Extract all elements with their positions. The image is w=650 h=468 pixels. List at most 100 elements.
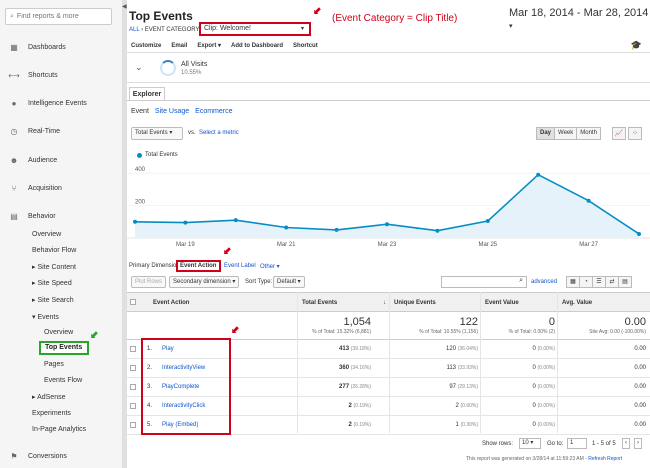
crumb-all-link[interactable]: ALL — [129, 27, 140, 33]
event-action-link[interactable]: Play — [162, 346, 174, 352]
refresh-report-link[interactable]: Refresh Report — [588, 456, 623, 462]
data-point[interactable] — [485, 218, 490, 223]
sidebar-item-dashboards[interactable]: ▦ Dashboards — [0, 40, 122, 54]
graduation-cap-icon[interactable]: 🎓 — [630, 40, 642, 50]
secondary-dimension-select[interactable]: Secondary dimension ▾ — [169, 276, 240, 288]
show-rows-select[interactable]: 10 ▾ — [519, 438, 541, 449]
line-chart-icon[interactable]: 📈 — [612, 127, 626, 140]
row-checkbox[interactable] — [130, 422, 136, 428]
header-unique-events[interactable]: Unique Events — [394, 300, 436, 306]
prev-page-button[interactable]: ‹ — [622, 438, 630, 449]
event-action-link[interactable]: InteractivityClick — [162, 403, 206, 409]
red-arrow-icon: ⬋ — [223, 246, 232, 257]
row-checkbox[interactable] — [130, 365, 136, 371]
sidebar-item-audience[interactable]: ☻ Audience — [0, 153, 122, 167]
event-action-link[interactable]: PlayComplete — [162, 384, 200, 390]
sidebar-site-search[interactable]: ▸ Site Search — [32, 297, 74, 304]
header-total-events[interactable]: Total Events — [302, 300, 338, 306]
select-all-checkbox[interactable] — [130, 299, 136, 305]
sidebar-events-flow[interactable]: Events Flow — [44, 377, 83, 384]
sidebar-item-acquisition[interactable]: ⑂ Acquisition — [0, 181, 122, 195]
data-point[interactable] — [284, 225, 289, 230]
sidebar-events[interactable]: ▾ Events — [32, 314, 59, 321]
month-button[interactable]: Month — [576, 127, 601, 140]
unique-events-cell: 1 (0.30%) — [455, 422, 478, 428]
goto-input[interactable]: 1 — [567, 438, 587, 449]
sidebar-item-conversions[interactable]: ⚑ Conversions — [0, 449, 122, 463]
row-checkbox[interactable] — [130, 384, 136, 390]
sidebar-top-events[interactable]: Top Events — [39, 341, 89, 355]
sidebar-adsense[interactable]: ▸ AdSense — [32, 394, 66, 401]
total-events-cell: 360 (34.16%) — [339, 365, 371, 371]
search-box[interactable]: ⌕ — [5, 8, 112, 25]
data-point[interactable] — [536, 172, 541, 177]
add-dashboard-button[interactable]: Add to Dashboard — [231, 42, 284, 49]
day-button[interactable]: Day — [536, 127, 556, 140]
plot-rows-button[interactable]: Plot Rows — [131, 276, 167, 288]
row-checkbox[interactable] — [130, 403, 136, 409]
data-point[interactable] — [183, 220, 188, 225]
data-point[interactable] — [334, 227, 339, 232]
sidebar-item-label: Real-Time — [28, 127, 61, 135]
next-page-button[interactable]: › — [634, 438, 642, 449]
table-view-icon[interactable]: ▦ — [566, 276, 580, 288]
data-point[interactable] — [435, 228, 440, 233]
sort-type-select[interactable]: Default ▾ — [273, 276, 305, 288]
data-point[interactable] — [133, 219, 137, 224]
shortcut-button[interactable]: Shortcut — [293, 42, 318, 49]
sidebar-behavior-flow[interactable]: Behavior Flow — [32, 247, 77, 254]
row-checkbox[interactable] — [130, 346, 136, 352]
tab-explorer[interactable]: Explorer — [129, 87, 165, 101]
sidebar-site-speed[interactable]: ▸ Site Speed — [32, 280, 72, 287]
column-divider — [297, 292, 298, 433]
pie-view-icon[interactable]: ◔ — [579, 276, 593, 288]
event-action-link[interactable]: Play (Embed) — [162, 422, 199, 428]
header-event-value[interactable]: Event Value — [485, 300, 519, 306]
chevron-down-icon[interactable]: ⌄ — [135, 62, 143, 72]
dimension-event-label[interactable]: Event Label — [224, 263, 256, 269]
metric-select[interactable]: Total Events ▾ — [131, 127, 183, 140]
sort-arrow-icon[interactable]: ↓ — [383, 300, 386, 306]
export-button[interactable]: Export ▾ — [197, 43, 222, 49]
date-range-picker[interactable]: Mar 18, 2014 - Mar 28, 2014 ▾ — [509, 7, 650, 31]
subtab-ecommerce[interactable]: Ecommerce — [195, 108, 233, 115]
data-point[interactable] — [233, 218, 238, 223]
sidebar-item-behavior[interactable]: ▤ Behavior — [0, 209, 122, 223]
sidebar-events-overview[interactable]: Overview — [44, 329, 74, 336]
dimension-other[interactable]: Other ▾ — [260, 264, 280, 270]
sidebar-item-label: Acquisition — [28, 184, 62, 192]
bar-view-icon[interactable]: ☰ — [592, 276, 606, 288]
motion-chart-icon[interactable]: ⁘ — [628, 127, 642, 140]
customize-button[interactable]: Customize — [131, 42, 162, 49]
chevron-down-icon: ▾ — [509, 23, 513, 30]
header-avg-value[interactable]: Avg. Value — [562, 300, 593, 306]
data-point[interactable] — [637, 231, 641, 236]
sidebar-events-pages[interactable]: Pages — [44, 361, 64, 368]
advanced-link[interactable]: advanced — [531, 279, 558, 285]
select-metric-link[interactable]: Select a metric — [199, 130, 239, 136]
week-button[interactable]: Week — [554, 127, 578, 140]
dimension-event-action[interactable]: Event Action — [176, 260, 221, 272]
sidebar-item-shortcuts[interactable]: ⟷ Shortcuts — [0, 68, 122, 82]
sidebar-collapse[interactable]: ◀ — [122, 0, 127, 468]
chevron-down-icon: ▾ — [300, 26, 304, 32]
table-search-input[interactable]: ⌕ — [441, 276, 527, 288]
event-action-link[interactable]: InteractivityView — [162, 365, 206, 371]
data-point[interactable] — [586, 198, 591, 203]
search-input[interactable] — [16, 13, 107, 20]
sidebar-behavior-overview[interactable]: Overview — [32, 231, 62, 238]
sidebar-item-intelligence[interactable]: ● Intelligence Events — [0, 96, 122, 110]
sidebar-item-realtime[interactable]: ◷ Real-Time — [0, 124, 122, 138]
subtab-event[interactable]: Event — [131, 108, 149, 115]
pivot-view-icon[interactable]: ▤ — [618, 276, 632, 288]
sidebar-experiments[interactable]: Experiments — [32, 410, 71, 417]
sidebar-site-content[interactable]: ▸ Site Content — [32, 264, 76, 271]
header-event-action[interactable]: Event Action — [153, 300, 190, 306]
page-title: Top Events — [129, 9, 193, 23]
event-category-select[interactable]: Clip: Welcome! ▾ — [199, 22, 311, 36]
compare-view-icon[interactable]: ⇄ — [605, 276, 619, 288]
email-button[interactable]: Email — [171, 42, 188, 49]
data-point[interactable] — [385, 222, 389, 227]
subtab-site-usage[interactable]: Site Usage — [154, 108, 190, 115]
sidebar-inpage[interactable]: In-Page Analytics — [32, 426, 87, 433]
